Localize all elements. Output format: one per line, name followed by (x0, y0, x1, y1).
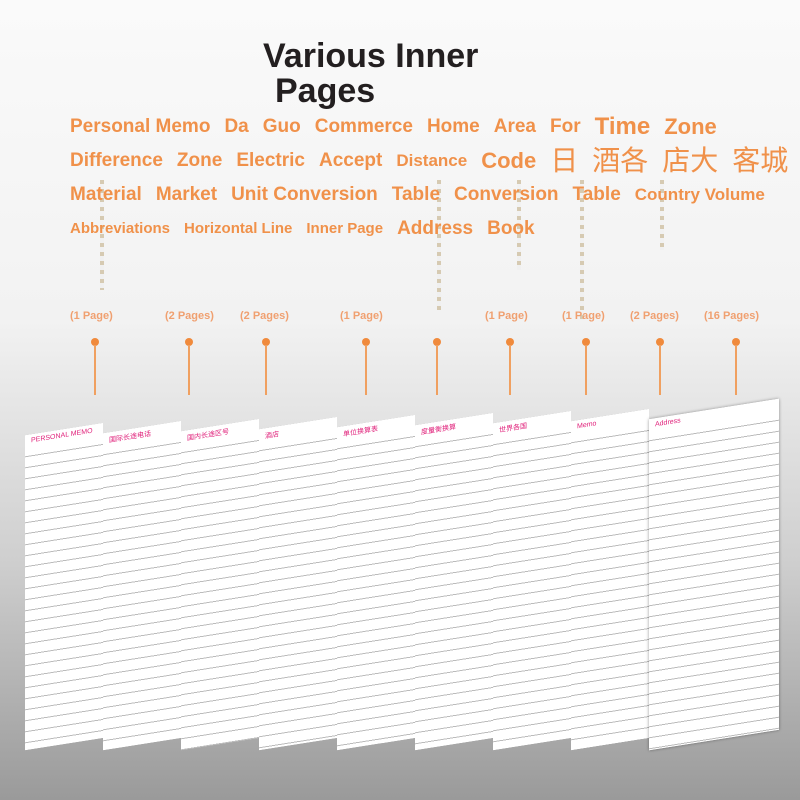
pointer-line (265, 345, 267, 395)
label-cn-2: 店大 (662, 145, 719, 176)
hanging-sample (580, 180, 584, 320)
label-personal-memo: Personal Memo (70, 116, 211, 137)
count-inner-page: (2 Pages) (630, 310, 679, 322)
label-abbreviations: Abbreviations (70, 220, 171, 237)
title-line-1: Various Inner (263, 37, 479, 75)
label-area: Area (493, 116, 536, 137)
label-table-2: Table (572, 184, 621, 205)
count-time-zone: (2 Pages) (165, 310, 214, 322)
pointer-dot (506, 338, 514, 346)
label-da: Da (224, 116, 249, 137)
label-zone-2: Zone (176, 150, 223, 171)
inner-page-sheet: Address (649, 398, 779, 751)
label-difference: Difference (70, 150, 163, 171)
label-cn-1: 酒各 (592, 145, 649, 176)
pointer-line (585, 345, 587, 395)
label-address: Address (397, 218, 474, 239)
hanging-sample (437, 180, 441, 310)
pointer-dot (732, 338, 740, 346)
label-market: Market (155, 184, 218, 205)
label-home: Home (426, 116, 480, 137)
label-horizontal-line: Horizontal Line (184, 220, 293, 237)
label-electric: Electric (236, 150, 305, 171)
pointer-line (509, 345, 511, 395)
pointer-line (188, 345, 190, 395)
label-table-1: Table (391, 184, 441, 205)
pointer-line (659, 345, 661, 395)
hanging-sample (517, 180, 521, 270)
pointer-dot (91, 338, 99, 346)
label-zone: Zone (664, 114, 717, 139)
count-hotel: (1 Page) (340, 310, 383, 322)
label-book: Book (487, 218, 535, 239)
count-address-book: (16 Pages) (704, 310, 760, 322)
label-commerce: Commerce (314, 116, 413, 137)
label-code: Code (481, 148, 537, 173)
count-personal-memo: (1 Page) (70, 310, 113, 322)
label-guo: Guo (262, 116, 301, 137)
pointer-dot (582, 338, 590, 346)
label-material: Material (70, 184, 142, 205)
label-inner-page: Inner Page (306, 220, 384, 237)
count-area-code: (2 Pages) (240, 310, 289, 322)
hanging-sample (100, 180, 104, 290)
pointer-line (94, 345, 96, 395)
label-country-volume: Country Volume (634, 185, 765, 204)
pointer-dot (656, 338, 664, 346)
title-line-2: Pages (275, 72, 376, 110)
label-distance: Distance (396, 151, 468, 170)
count-conversion: (1 Page) (485, 310, 528, 322)
count-country: (1 Page) (562, 310, 605, 322)
pointer-dot (433, 338, 441, 346)
label-time: Time (594, 113, 651, 140)
label-accept: Accept (318, 150, 383, 171)
sheet-header: Address (649, 398, 779, 433)
hanging-sample (660, 180, 664, 250)
category-labels: Personal Memo Da Guo Commerce Home Area … (70, 112, 795, 244)
pointer-line (735, 345, 737, 395)
label-conversion: Conversion (454, 184, 559, 205)
pointer-line (365, 345, 367, 395)
label-for: For (550, 116, 581, 137)
pointer-dot (362, 338, 370, 346)
pointer-dot (262, 338, 270, 346)
label-cn-3: 客城 (732, 145, 789, 176)
pointer-line (436, 345, 438, 395)
label-ri: 日 (550, 145, 579, 176)
label-unit-conversion: Unit Conversion (231, 184, 378, 205)
pointer-dot (185, 338, 193, 346)
